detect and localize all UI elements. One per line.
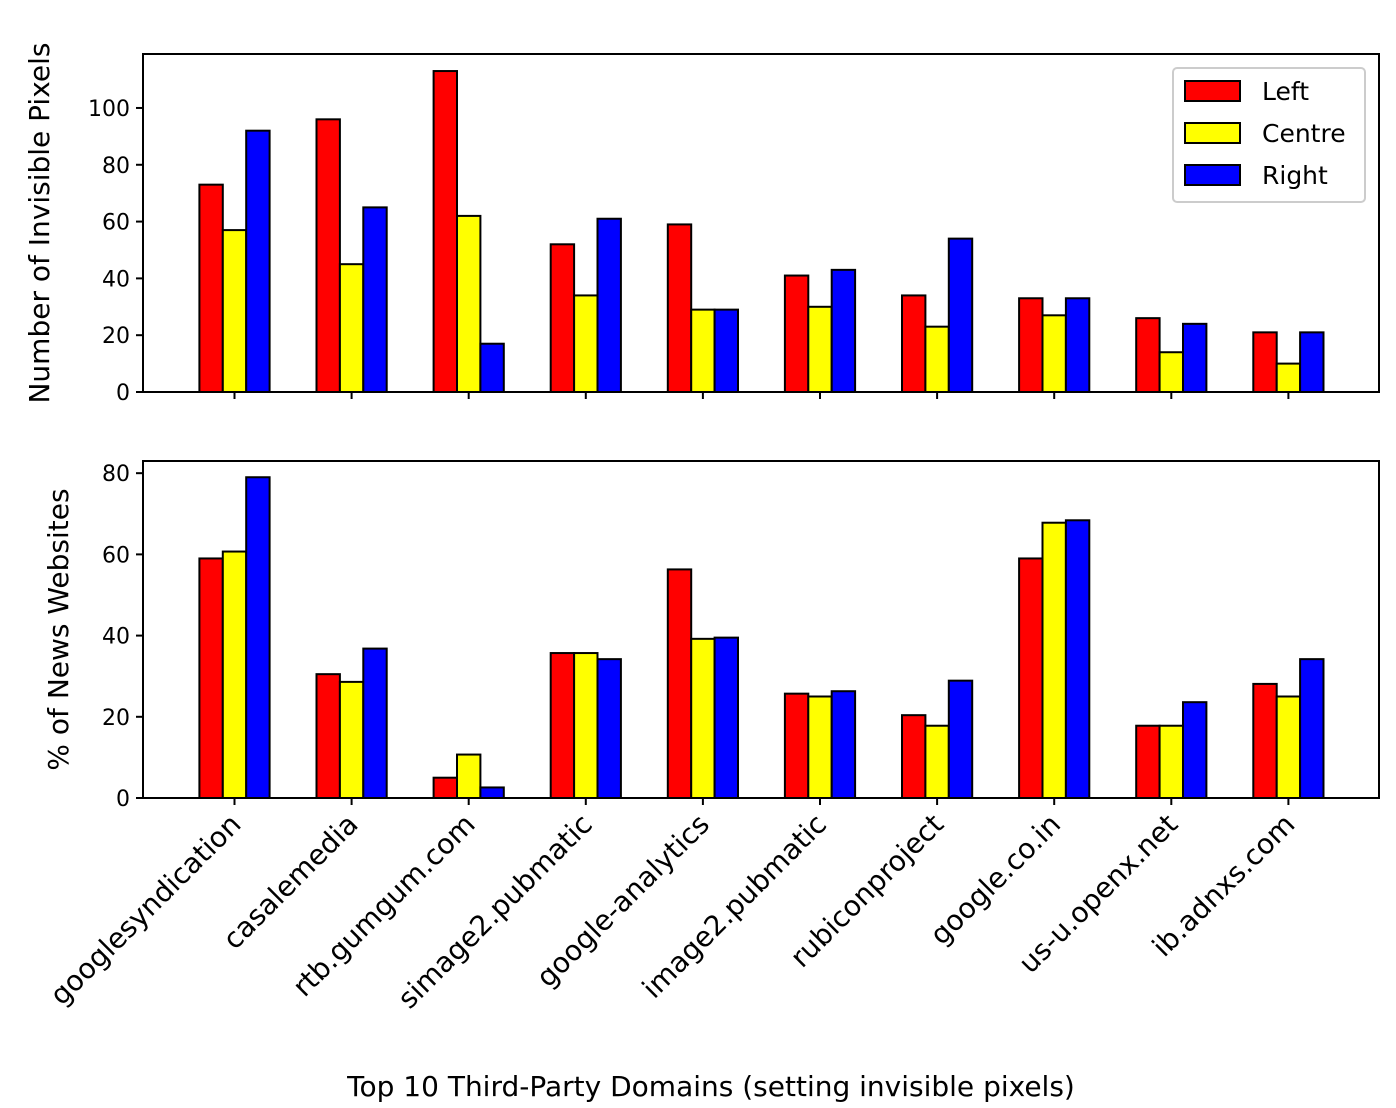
- bottom-bar-us-u-openx-net-left: [1135, 724, 1161, 800]
- top-bar-rubiconproject-left: [901, 294, 927, 393]
- bottom-bar-image2-pubmatic-right: [830, 690, 857, 799]
- top-y-tick-label-80: 80: [102, 154, 130, 179]
- bottom-bar-casalemedia-centre: [338, 680, 365, 800]
- top-panel-bars: [198, 70, 1325, 394]
- bottom-panel-bars: [198, 476, 1325, 800]
- top-bar-us-u-openx-net-left: [1135, 317, 1161, 394]
- bottom-panel-x-axis: googlesyndicationcasalemediartb.gumgum.c…: [43, 798, 1301, 1015]
- top-bar-ib-adnxs-com-right: [1299, 331, 1325, 393]
- bottom-panel-y-axis-label: % of News Websites: [42, 488, 75, 770]
- top-bar-simage2-pubmatic-right: [596, 217, 622, 393]
- top-bar-us-u-openx-net-centre: [1158, 351, 1184, 393]
- top-bar-image2-pubmatic-left: [783, 274, 810, 393]
- bottom-y-tick-label-0: 0: [116, 787, 130, 812]
- bottom-bar-simage2-pubmatic-left: [549, 652, 576, 799]
- top-panel-axes-frame: [142, 53, 1380, 393]
- top-bar-simage2-pubmatic-left: [549, 243, 576, 393]
- bottom-bar-rtb-gumgum-com-left: [432, 776, 459, 799]
- top-panel-y-axis-label: Number of Invisible Pixels: [23, 42, 56, 403]
- legend-label-left: Left: [1262, 77, 1309, 106]
- top-bar-image2-pubmatic-centre: [807, 305, 833, 393]
- top-bar-googlesyndication-right: [245, 129, 271, 393]
- top-bar-casalemedia-centre: [338, 263, 365, 393]
- x-tick-label-simage2-pubmatic: simage2.pubmatic: [391, 808, 598, 1015]
- bottom-bar-rubiconproject-right: [947, 679, 974, 800]
- top-y-tick-label-40: 40: [102, 267, 130, 292]
- bottom-bar-ib-adnxs-com-left: [1252, 682, 1278, 799]
- top-bar-googlesyndication-centre: [221, 229, 248, 393]
- x-tick-label-googlesyndication: googlesyndication: [43, 808, 247, 1012]
- bottom-bar-casalemedia-left: [315, 673, 341, 800]
- top-bar-simage2-pubmatic-centre: [573, 294, 599, 393]
- bottom-bar-google-analytics-left: [666, 568, 693, 800]
- bottom-bar-google-co-in-right: [1064, 519, 1091, 800]
- top-bar-rubiconproject-right: [947, 237, 974, 393]
- top-bar-ib-adnxs-com-left: [1252, 331, 1278, 393]
- top-y-tick-label-60: 60: [102, 211, 130, 236]
- top-bar-googlesyndication-left: [198, 183, 224, 393]
- top-bar-rtb-gumgum-com-centre: [456, 214, 482, 393]
- bottom-bar-image2-pubmatic-centre: [807, 695, 833, 799]
- bottom-bar-us-u-openx-net-right: [1182, 701, 1208, 799]
- top-bar-google-co-in-centre: [1041, 314, 1067, 393]
- bottom-bar-image2-pubmatic-left: [783, 692, 810, 799]
- top-bar-us-u-openx-net-right: [1182, 322, 1208, 394]
- top-bar-rubiconproject-centre: [924, 325, 950, 393]
- top-bar-google-co-in-right: [1064, 297, 1091, 394]
- bottom-bar-ib-adnxs-com-centre: [1275, 695, 1302, 799]
- legend-swatch-centre: [1184, 122, 1241, 144]
- top-y-tick-label-0: 0: [116, 381, 130, 406]
- top-y-tick-label-100: 100: [88, 97, 130, 122]
- legend-label-right: Right: [1262, 161, 1328, 190]
- bottom-y-tick-label-20: 20: [102, 706, 130, 731]
- top-y-tick-label-20: 20: [102, 324, 130, 349]
- top-panel-x-axis: [233, 392, 1290, 399]
- top-bar-casalemedia-right: [362, 206, 388, 393]
- legend-swatch-right: [1184, 164, 1241, 186]
- bottom-bar-google-co-in-left: [1018, 557, 1044, 800]
- bottom-bar-googlesyndication-centre: [221, 550, 248, 800]
- top-bar-rtb-gumgum-com-left: [432, 70, 459, 393]
- bottom-bar-googlesyndication-right: [245, 476, 271, 799]
- bottom-bar-rubiconproject-centre: [924, 724, 950, 800]
- bottom-bar-googlesyndication-left: [198, 557, 224, 800]
- bottom-bar-rtb-gumgum-com-right: [479, 786, 505, 799]
- bottom-bar-simage2-pubmatic-right: [596, 658, 622, 800]
- bottom-bar-ib-adnxs-com-right: [1299, 658, 1325, 800]
- bottom-bar-casalemedia-right: [362, 647, 388, 799]
- bottom-bar-rtb-gumgum-com-centre: [456, 753, 482, 799]
- top-bar-casalemedia-left: [315, 118, 341, 393]
- bottom-bar-google-analytics-centre: [690, 637, 716, 800]
- bottom-bar-simage2-pubmatic-centre: [573, 652, 599, 799]
- bottom-bar-google-analytics-right: [713, 636, 739, 799]
- top-bar-rtb-gumgum-com-right: [479, 342, 505, 394]
- x-axis-label: Top 10 Third-Party Domains (setting invi…: [346, 1070, 1075, 1103]
- top-bar-google-analytics-centre: [690, 308, 716, 393]
- bottom-bar-google-co-in-centre: [1041, 521, 1067, 799]
- top-panel-y-axis: 0 20 40 60 80 100: [88, 97, 143, 406]
- top-bar-google-co-in-left: [1018, 297, 1044, 394]
- legend: Left Centre Right: [1172, 67, 1366, 203]
- bottom-panel-axes-frame: [142, 460, 1380, 799]
- bottom-bar-us-u-openx-net-centre: [1158, 724, 1184, 800]
- bottom-y-tick-label-80: 80: [102, 462, 130, 487]
- legend-label-centre: Centre: [1262, 119, 1346, 148]
- top-bar-ib-adnxs-com-centre: [1275, 362, 1302, 394]
- bottom-y-tick-label-60: 60: [102, 543, 130, 568]
- top-bar-image2-pubmatic-right: [830, 268, 857, 393]
- legend-swatch-left: [1184, 80, 1241, 102]
- bottom-panel-y-axis: 0 20 40 60 80: [102, 462, 143, 812]
- bottom-panel-percent-news-websites: 0 20 40 60 80 googlesyndicationcasalemediart…: [42, 460, 1380, 1103]
- top-bar-google-analytics-right: [713, 308, 739, 393]
- bottom-y-tick-label-40: 40: [102, 625, 130, 650]
- bottom-bar-rubiconproject-left: [901, 714, 927, 799]
- top-bar-google-analytics-left: [666, 223, 693, 393]
